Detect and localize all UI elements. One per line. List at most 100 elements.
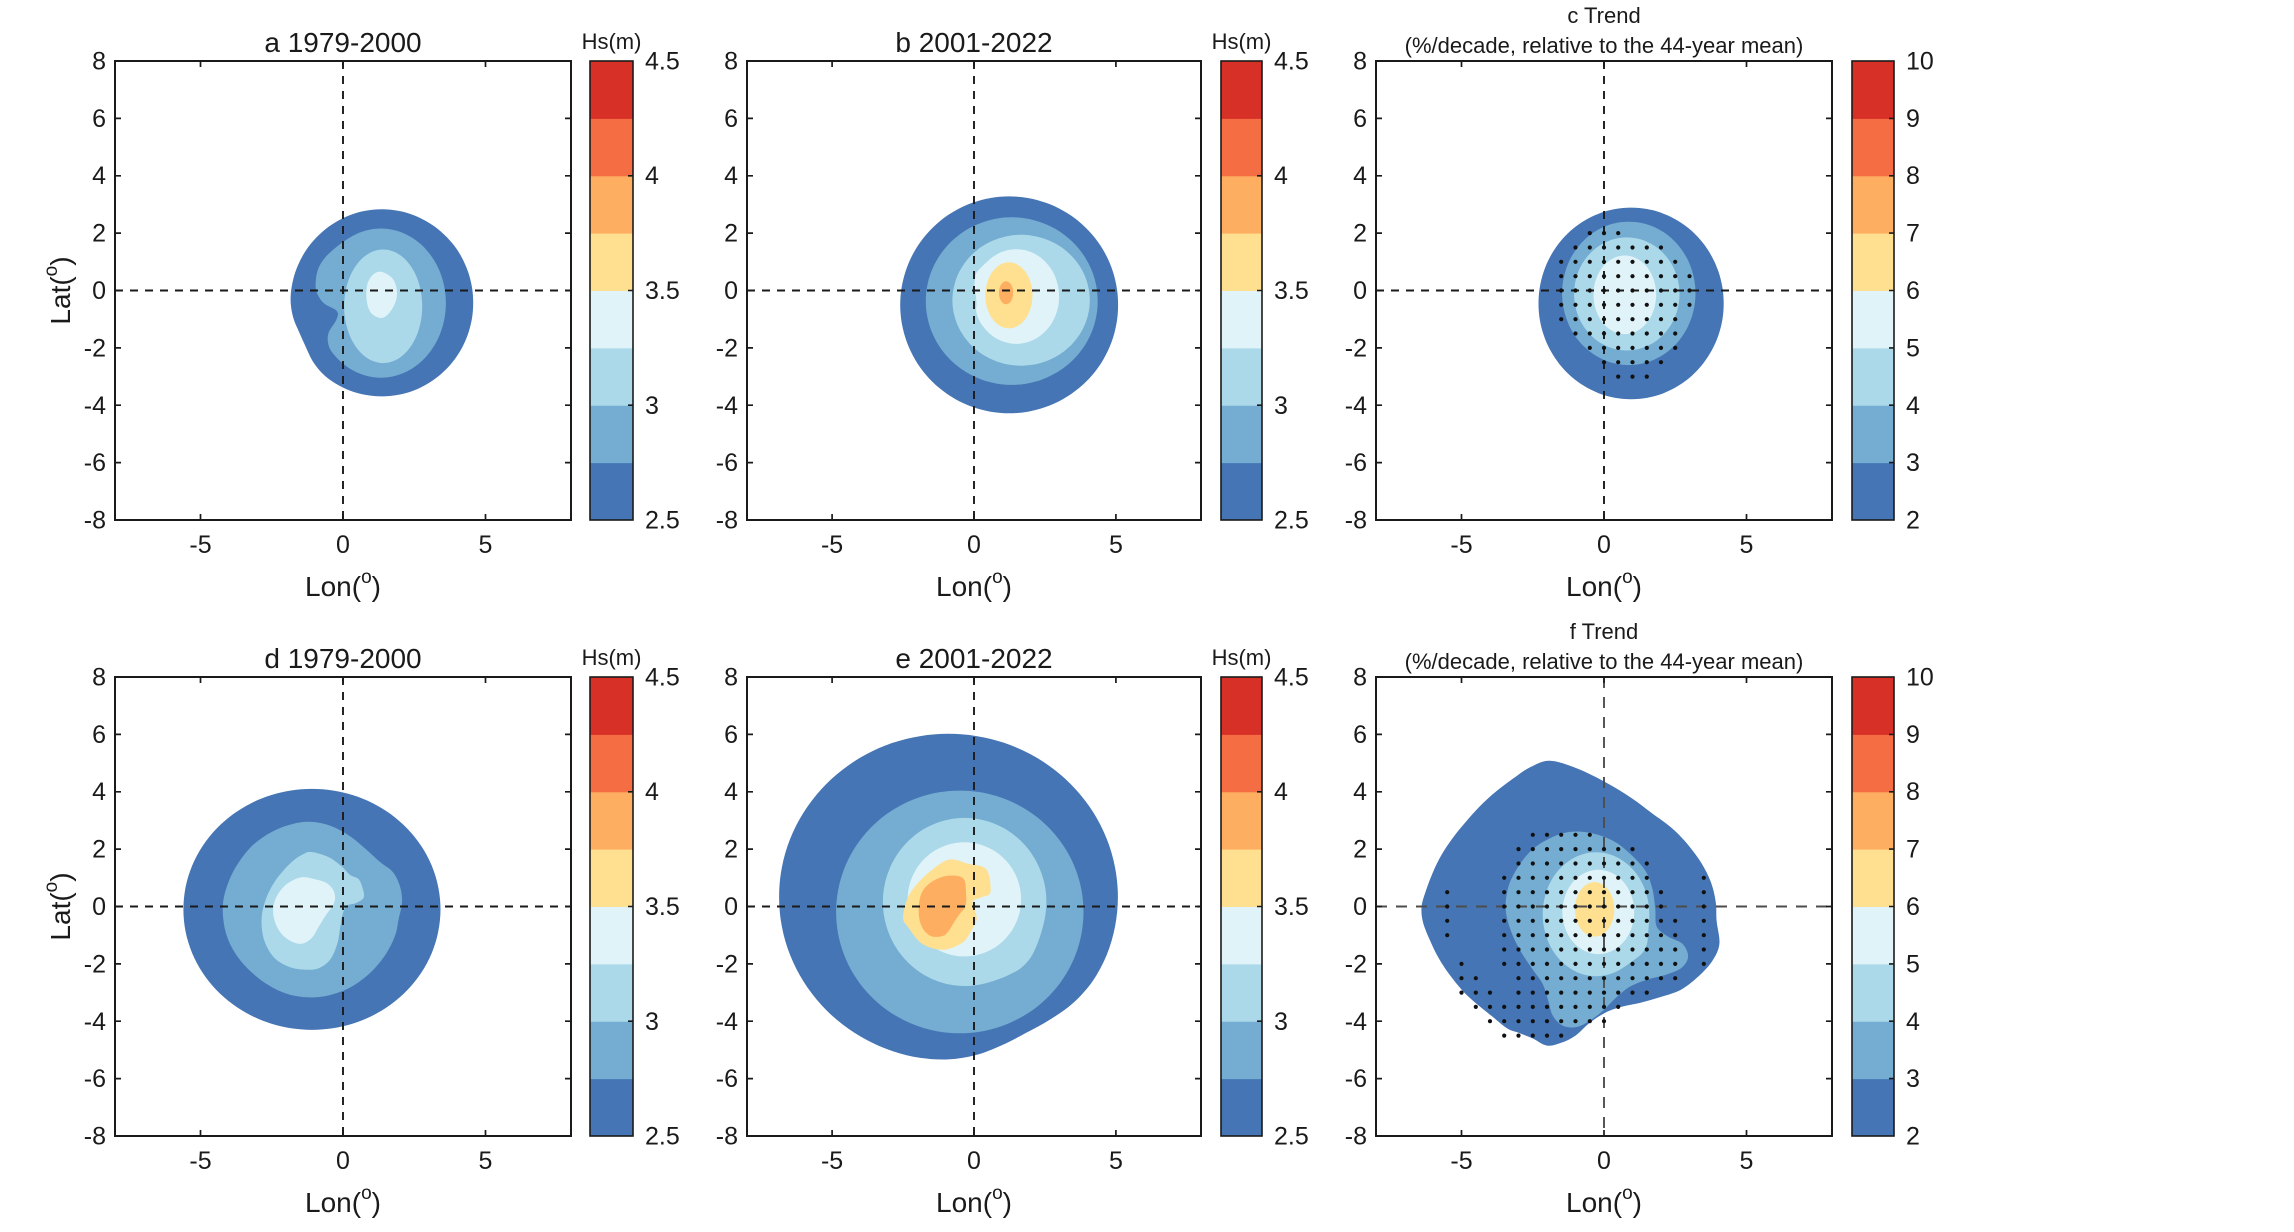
svg-text:-8: -8 bbox=[716, 507, 738, 535]
svg-text:5: 5 bbox=[1109, 1147, 1123, 1175]
svg-text:5: 5 bbox=[1740, 1147, 1754, 1175]
svg-text:8: 8 bbox=[92, 48, 106, 76]
svg-text:2.5: 2.5 bbox=[1274, 1123, 1309, 1151]
svg-text:-4: -4 bbox=[84, 1008, 106, 1036]
svg-text:4: 4 bbox=[1906, 392, 1920, 420]
svg-text:2.5: 2.5 bbox=[645, 507, 680, 535]
svg-text:4: 4 bbox=[724, 778, 738, 806]
svg-text:-4: -4 bbox=[1345, 1008, 1367, 1036]
svg-text:4: 4 bbox=[645, 778, 659, 806]
svg-text:-6: -6 bbox=[716, 1065, 738, 1093]
svg-text:0: 0 bbox=[336, 1147, 350, 1175]
svg-text:6: 6 bbox=[1353, 105, 1367, 133]
svg-text:8: 8 bbox=[724, 48, 738, 76]
svg-text:5: 5 bbox=[1109, 531, 1123, 559]
svg-text:4.5: 4.5 bbox=[645, 48, 680, 76]
svg-text:-4: -4 bbox=[716, 1008, 738, 1036]
svg-text:(%/decade, relative to the 44-: (%/decade, relative to the 44-year mean) bbox=[1405, 649, 1804, 674]
svg-text:7: 7 bbox=[1906, 836, 1920, 864]
svg-text:2: 2 bbox=[1906, 1123, 1920, 1151]
svg-text:4.5: 4.5 bbox=[1274, 664, 1309, 692]
svg-text:2.5: 2.5 bbox=[645, 1123, 680, 1151]
svg-text:c Trend: c Trend bbox=[1567, 3, 1640, 28]
svg-text:8: 8 bbox=[1906, 778, 1920, 806]
svg-text:Hs(m): Hs(m) bbox=[1212, 29, 1272, 54]
svg-text:5: 5 bbox=[1740, 531, 1754, 559]
svg-text:0: 0 bbox=[92, 277, 106, 305]
svg-text:0: 0 bbox=[1597, 531, 1611, 559]
svg-text:2: 2 bbox=[724, 220, 738, 248]
svg-text:0: 0 bbox=[724, 893, 738, 921]
svg-text:a 1979-2000: a 1979-2000 bbox=[264, 27, 421, 58]
svg-text:-2: -2 bbox=[84, 334, 106, 362]
svg-text:3.5: 3.5 bbox=[645, 893, 680, 921]
svg-text:-6: -6 bbox=[716, 449, 738, 477]
svg-text:-8: -8 bbox=[1345, 1123, 1367, 1151]
svg-text:4: 4 bbox=[1274, 778, 1288, 806]
svg-text:2: 2 bbox=[1906, 507, 1920, 535]
svg-text:-5: -5 bbox=[189, 1147, 211, 1175]
svg-text:Hs(m): Hs(m) bbox=[582, 645, 642, 670]
svg-text:2: 2 bbox=[1353, 836, 1367, 864]
svg-text:0: 0 bbox=[336, 531, 350, 559]
svg-text:Lon(o): Lon(o) bbox=[936, 567, 1012, 602]
svg-text:-5: -5 bbox=[821, 531, 843, 559]
svg-text:-8: -8 bbox=[84, 507, 106, 535]
svg-text:6: 6 bbox=[1906, 277, 1920, 305]
svg-text:10: 10 bbox=[1906, 664, 1934, 692]
svg-text:-2: -2 bbox=[84, 950, 106, 978]
svg-text:-5: -5 bbox=[1450, 1147, 1472, 1175]
svg-text:-4: -4 bbox=[1345, 392, 1367, 420]
svg-text:5: 5 bbox=[479, 531, 493, 559]
svg-text:4: 4 bbox=[92, 778, 106, 806]
svg-text:-2: -2 bbox=[716, 334, 738, 362]
svg-text:4: 4 bbox=[1906, 1008, 1920, 1036]
svg-text:3: 3 bbox=[645, 1008, 659, 1036]
svg-text:3: 3 bbox=[1906, 449, 1920, 477]
svg-text:4: 4 bbox=[1274, 162, 1288, 190]
svg-text:10: 10 bbox=[1906, 48, 1934, 76]
svg-text:6: 6 bbox=[724, 721, 738, 749]
svg-text:(%/decade, relative to the 44-: (%/decade, relative to the 44-year mean) bbox=[1405, 33, 1804, 58]
svg-text:-6: -6 bbox=[84, 1065, 106, 1093]
svg-text:4: 4 bbox=[1353, 162, 1367, 190]
svg-text:2: 2 bbox=[724, 836, 738, 864]
svg-text:6: 6 bbox=[724, 105, 738, 133]
svg-text:-4: -4 bbox=[84, 392, 106, 420]
svg-text:Lat(o): Lat(o) bbox=[41, 256, 76, 324]
svg-text:Hs(m): Hs(m) bbox=[582, 29, 642, 54]
svg-text:3.5: 3.5 bbox=[645, 277, 680, 305]
svg-text:-8: -8 bbox=[716, 1123, 738, 1151]
svg-text:2: 2 bbox=[92, 220, 106, 248]
svg-text:8: 8 bbox=[1353, 48, 1367, 76]
svg-text:-5: -5 bbox=[189, 531, 211, 559]
svg-text:-8: -8 bbox=[84, 1123, 106, 1151]
svg-text:Lat(o): Lat(o) bbox=[41, 872, 76, 940]
svg-text:-2: -2 bbox=[716, 950, 738, 978]
svg-text:8: 8 bbox=[724, 664, 738, 692]
svg-text:0: 0 bbox=[92, 893, 106, 921]
svg-text:-4: -4 bbox=[716, 392, 738, 420]
svg-text:d 1979-2000: d 1979-2000 bbox=[264, 643, 421, 674]
svg-text:6: 6 bbox=[92, 105, 106, 133]
svg-text:9: 9 bbox=[1906, 721, 1920, 749]
svg-text:b 2001-2022: b 2001-2022 bbox=[895, 27, 1052, 58]
svg-text:-6: -6 bbox=[1345, 1065, 1367, 1093]
svg-text:-2: -2 bbox=[1345, 950, 1367, 978]
svg-text:Hs(m): Hs(m) bbox=[1212, 645, 1272, 670]
svg-text:5: 5 bbox=[479, 1147, 493, 1175]
svg-text:-2: -2 bbox=[1345, 334, 1367, 362]
svg-text:0: 0 bbox=[724, 277, 738, 305]
svg-text:2: 2 bbox=[1353, 220, 1367, 248]
svg-text:3: 3 bbox=[645, 392, 659, 420]
svg-text:4.5: 4.5 bbox=[1274, 48, 1309, 76]
svg-text:e 2001-2022: e 2001-2022 bbox=[895, 643, 1052, 674]
svg-text:4: 4 bbox=[645, 162, 659, 190]
svg-text:0: 0 bbox=[967, 531, 981, 559]
svg-text:2.5: 2.5 bbox=[1274, 507, 1309, 535]
svg-text:8: 8 bbox=[1906, 162, 1920, 190]
svg-text:3: 3 bbox=[1274, 392, 1288, 420]
svg-text:8: 8 bbox=[1353, 664, 1367, 692]
svg-text:4.5: 4.5 bbox=[645, 664, 680, 692]
svg-text:3.5: 3.5 bbox=[1274, 893, 1309, 921]
